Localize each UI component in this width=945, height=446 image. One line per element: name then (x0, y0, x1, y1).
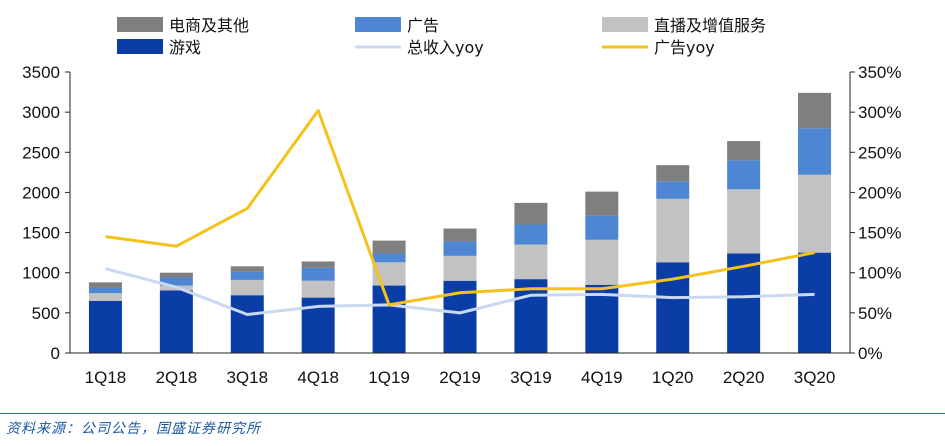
x-tick-label: 3Q19 (510, 368, 552, 387)
left-tick-label: 2500 (22, 143, 60, 162)
bar-segment (727, 253, 761, 353)
bar-segment (372, 285, 406, 353)
bar-segment (798, 252, 832, 353)
x-tick-label: 4Q19 (581, 368, 623, 387)
bar-segment (159, 290, 193, 353)
bar-segment (656, 181, 690, 199)
bar-segment (585, 215, 619, 240)
bar-segment (230, 295, 264, 353)
bar-segment (514, 224, 548, 245)
bar-segment (230, 279, 264, 296)
left-axis: 0 500 1000 1500 2000 2500 3000 3500 (22, 63, 71, 363)
bar-segment (656, 198, 690, 263)
bar-segment (514, 279, 548, 353)
source-note: 资料来源：公司公告，国盛证券研究所 (6, 421, 261, 437)
x-tick-label: 1Q18 (85, 368, 127, 387)
left-tick-label: 500 (32, 304, 60, 323)
bar-segment (230, 271, 264, 280)
bar-segment (159, 277, 193, 286)
bar-segment (727, 141, 761, 161)
right-tick-label: 350% (858, 63, 901, 82)
x-tick-label: 1Q19 (368, 368, 410, 387)
x-axis: 1Q18 2Q18 3Q18 4Q18 1Q19 2Q19 3Q19 4Q19 1Q20 2Q20… (70, 352, 850, 387)
right-tick-label: 150% (858, 224, 901, 243)
bar-segment (514, 244, 548, 280)
legend-label: 总收入yoy (407, 38, 484, 57)
left-tick-label: 3000 (22, 103, 60, 122)
bar-segment (301, 267, 335, 281)
bar-segment (443, 255, 477, 281)
bar-segment (656, 165, 690, 182)
bar-segment (585, 191, 619, 216)
x-tick-label: 3Q18 (226, 368, 268, 387)
legend-label: 游戏 (169, 38, 201, 57)
right-axis: 0% 50% 100% 150% 200% 250% 300% 350% (849, 63, 901, 363)
x-tick-label: 2Q20 (723, 368, 765, 387)
left-tick-label: 1500 (22, 224, 60, 243)
bar-segment (159, 272, 193, 278)
x-tick-label: 2Q18 (156, 368, 198, 387)
x-tick-label: 1Q20 (652, 368, 694, 387)
right-tick-label: 250% (858, 143, 901, 162)
bar-segment (443, 241, 477, 256)
legend-label: 电商及其他 (169, 16, 249, 35)
legend-swatch (355, 17, 401, 32)
legend-swatch (117, 17, 163, 32)
right-tick-label: 50% (858, 304, 892, 323)
bar-segment (88, 287, 122, 294)
bar-segment (798, 174, 832, 253)
left-tick-label: 1000 (22, 264, 60, 283)
legend-swatch (117, 39, 163, 54)
bar-segment (514, 202, 548, 225)
bar-segment (727, 160, 761, 190)
bar-segment (443, 228, 477, 242)
left-tick-label: 2000 (22, 183, 60, 202)
bar-segment (230, 266, 264, 272)
legend-label: 广告 (407, 16, 439, 35)
x-tick-label: 4Q18 (297, 368, 339, 387)
bar-segment (301, 261, 335, 268)
bar-segment (88, 293, 122, 301)
left-tick-label: 3500 (22, 63, 60, 82)
lines (105, 109, 815, 316)
bar-segment (88, 282, 122, 288)
bar-segment (585, 239, 619, 285)
right-tick-label: 100% (858, 264, 901, 283)
bar-segment (88, 300, 122, 353)
source-divider (0, 413, 945, 414)
x-tick-label: 2Q19 (439, 368, 481, 387)
bar-segment (798, 128, 832, 175)
x-tick-label: 3Q20 (794, 368, 836, 387)
bar-segment (301, 280, 335, 298)
bar-segment (798, 92, 832, 129)
left-tick-label: 0 (51, 344, 60, 363)
bar-segment (372, 253, 406, 263)
right-tick-label: 200% (858, 183, 901, 202)
bars (88, 92, 832, 353)
legend-label: 广告yoy (654, 38, 715, 57)
bar-segment (372, 240, 406, 254)
bar-segment (727, 189, 761, 254)
legend-swatch (602, 17, 648, 32)
right-tick-label: 0% (858, 344, 883, 363)
legend-label: 直播及增值服务 (654, 16, 766, 35)
right-tick-label: 300% (858, 103, 901, 122)
